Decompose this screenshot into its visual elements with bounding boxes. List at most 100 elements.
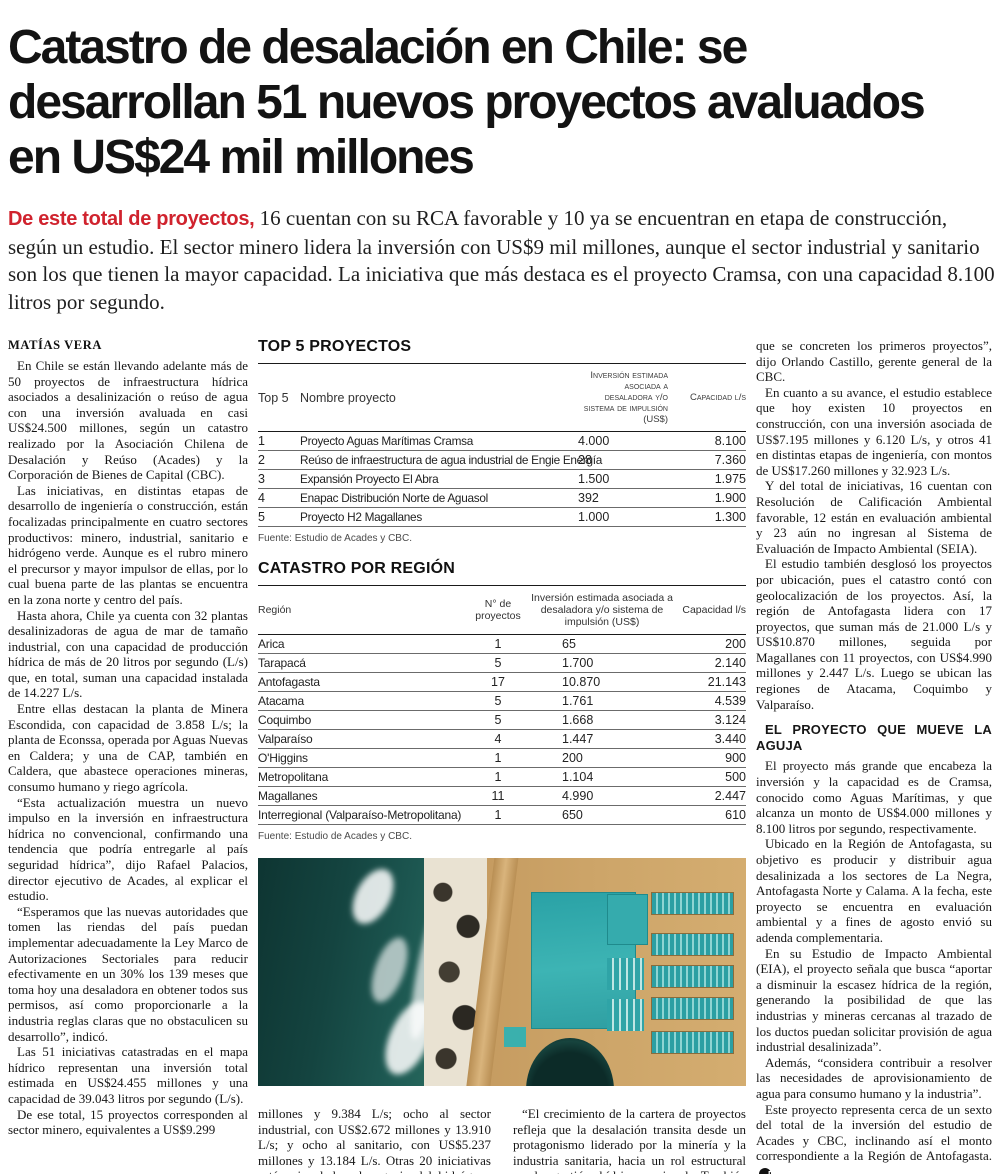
cell-investment: 10.870 — [562, 675, 601, 689]
region-table: CATASTRO POR REGIÓN Región N° de proyect… — [258, 560, 746, 842]
cell-region: Magallanes — [258, 789, 318, 803]
cell-rank: 3 — [258, 472, 265, 486]
closing-paragraph: Este proyecto representa cerca de un sex… — [756, 1102, 992, 1174]
cell-investment: 1.000 — [578, 510, 610, 524]
body-paragraph: En Chile se están llevando adelante más … — [8, 358, 248, 483]
photo-secondary-building — [606, 894, 649, 945]
table-row: 5 Proyecto H2 Magallanes 1.000 1.300 — [258, 508, 746, 527]
cell-capacity: 3.440 — [714, 732, 746, 746]
photo-small-building — [606, 999, 644, 1032]
cell-investment: 4.990 — [562, 789, 594, 803]
cell-investment: 1.104 — [562, 770, 594, 784]
body-paragraph: Ubicado en la Región de Antofagasta, su … — [756, 836, 992, 945]
article-columns: MATÍAS VERA En Chile se están llevando a… — [8, 338, 992, 1174]
article-end-mark: P — [759, 1167, 774, 1174]
mid-bottom-columns: millones y 9.384 L/s; ocho al sector ind… — [258, 1106, 746, 1174]
table-row: Magallanes 11 4.990 2.447 — [258, 787, 746, 806]
table-row: Interregional (Valparaíso-Metropolitana)… — [258, 806, 746, 825]
cell-capacity: 21.143 — [707, 675, 746, 689]
lede-lead-in: De este total de proyectos, — [8, 208, 255, 230]
cell-region: Atacama — [258, 694, 304, 708]
region-table-header: Región N° de proyectos Inversión estimad… — [258, 586, 746, 635]
cell-name: Proyecto Aguas Marítimas Cramsa — [300, 434, 473, 448]
cell-capacity: 7.360 — [714, 453, 746, 467]
cell-region: Interregional (Valparaíso-Metropolitana) — [258, 808, 462, 822]
cell-projects: 1 — [494, 751, 502, 765]
body-paragraph: Y del total de iniciativas, 16 cuentan c… — [756, 478, 992, 556]
cell-projects: 1 — [494, 808, 502, 822]
cell-projects: 5 — [494, 713, 502, 727]
body-paragraph: El proyecto más grande que encabeza la i… — [756, 758, 992, 836]
col-header-investment: Inversión estimada asociada a desaladora… — [583, 370, 668, 425]
middle-column: TOP 5 PROYECTOS Top 5 Nombre proyecto In… — [258, 338, 746, 1174]
lede-text: 16 cuentan con su RCA favorable y 10 ya … — [8, 206, 995, 314]
col-header-investment: Inversión estimada asociada a desaladora… — [531, 592, 673, 628]
cell-capacity: 500 — [725, 770, 746, 784]
body-paragraph: que se concreten los primeros proyectos”… — [756, 338, 992, 385]
cell-rank: 2 — [258, 453, 265, 467]
right-column: que se concreten los primeros proyectos”… — [756, 338, 992, 1174]
col-header-rank: Top 5 — [258, 390, 289, 405]
cell-projects: 1 — [494, 637, 502, 651]
cell-capacity: 3.124 — [714, 713, 746, 727]
cell-projects: 1 — [494, 770, 502, 784]
cell-capacity: 610 — [725, 808, 746, 822]
body-paragraph: “Esta actualización muestra un nuevo imp… — [8, 794, 248, 904]
table-row: O'Higgins 1 200 900 — [258, 749, 746, 768]
photo-shed — [504, 1026, 527, 1048]
cell-region: Arica — [258, 637, 285, 651]
cell-name: Enapac Distribución Norte de Aguasol — [300, 491, 488, 505]
table-row: Tarapacá 5 1.700 2.140 — [258, 654, 746, 673]
cell-investment: 200 — [562, 751, 583, 765]
photo-treatment-train — [650, 965, 734, 988]
body-paragraph: Las 51 iniciativas catastradas en el map… — [8, 1044, 248, 1106]
cell-region: Tarapacá — [258, 656, 306, 670]
col-header-projects: N° de proyectos — [475, 598, 521, 622]
table-row: 1 Proyecto Aguas Marítimas Cramsa 4.000 … — [258, 432, 746, 451]
cell-rank: 5 — [258, 510, 265, 524]
body-paragraph: Entre ellas destacan la planta de Minera… — [8, 701, 248, 795]
photo-circular-pool — [526, 1038, 615, 1086]
cell-projects: 17 — [491, 675, 505, 689]
table-source: Fuente: Estudio de Acades y CBC. — [258, 831, 412, 842]
col-header-name: Nombre proyecto — [300, 390, 396, 405]
body-paragraph: millones y 9.384 L/s; ocho al sector ind… — [258, 1106, 491, 1174]
cell-projects: 5 — [494, 694, 502, 708]
table-row: Valparaíso 4 1.447 3.440 — [258, 730, 746, 749]
lede: De este total de proyectos, 16 cuentan c… — [8, 205, 996, 316]
cell-investment: 28 — [578, 453, 592, 467]
cell-investment: 4.000 — [578, 434, 610, 448]
body-paragraph: Hasta ahora, Chile ya cuenta con 32 plan… — [8, 607, 248, 701]
left-column: MATÍAS VERA En Chile se están llevando a… — [8, 338, 248, 1174]
cell-investment: 1.500 — [578, 472, 610, 486]
table-row: Arica 1 65 200 — [258, 635, 746, 654]
cell-region: Coquimbo — [258, 713, 312, 727]
section-subhead: EL PROYECTO QUE MUEVE LA AGUJA — [756, 722, 992, 753]
cell-investment: 65 — [562, 637, 576, 651]
photo-aerial-desalination-plant — [258, 858, 746, 1086]
cell-investment: 650 — [562, 808, 583, 822]
photo-treatment-train — [650, 933, 734, 957]
body-paragraph: De ese total, 15 proyectos corresponden … — [8, 1106, 248, 1138]
cell-capacity: 4.539 — [714, 694, 746, 708]
closing-text: Este proyecto representa cerca de un sex… — [756, 1101, 992, 1164]
top5-table-title: TOP 5 PROYECTOS — [258, 338, 746, 364]
cell-capacity: 900 — [725, 751, 746, 765]
cell-capacity: 1.300 — [714, 510, 746, 524]
body-paragraph: “El crecimiento de la cartera de proyect… — [513, 1106, 746, 1174]
col-header-capacity: Capacidad l/s — [682, 604, 746, 616]
body-paragraph: Las iniciativas, en distintas etapas de … — [8, 482, 248, 607]
cell-projects: 5 — [494, 656, 502, 670]
cell-projects: 11 — [491, 789, 505, 803]
table-row: 2 Reúso de infraestructura de agua indus… — [258, 451, 746, 470]
cell-rank: 4 — [258, 491, 265, 505]
photo-treatment-train — [650, 1031, 734, 1055]
top5-table: TOP 5 PROYECTOS Top 5 Nombre proyecto In… — [258, 338, 746, 544]
headline: Catastro de desalación en Chile: se desa… — [8, 21, 926, 184]
body-paragraph: En su Estudio de Impacto Ambiental (EIA)… — [756, 945, 992, 1055]
cell-name: Expansión Proyecto El Abra — [300, 472, 439, 486]
body-paragraph: “Esperamos que las nuevas autoridades qu… — [8, 903, 248, 1044]
table-row: Metropolitana 1 1.104 500 — [258, 768, 746, 787]
photo-treatment-train — [650, 997, 734, 1020]
